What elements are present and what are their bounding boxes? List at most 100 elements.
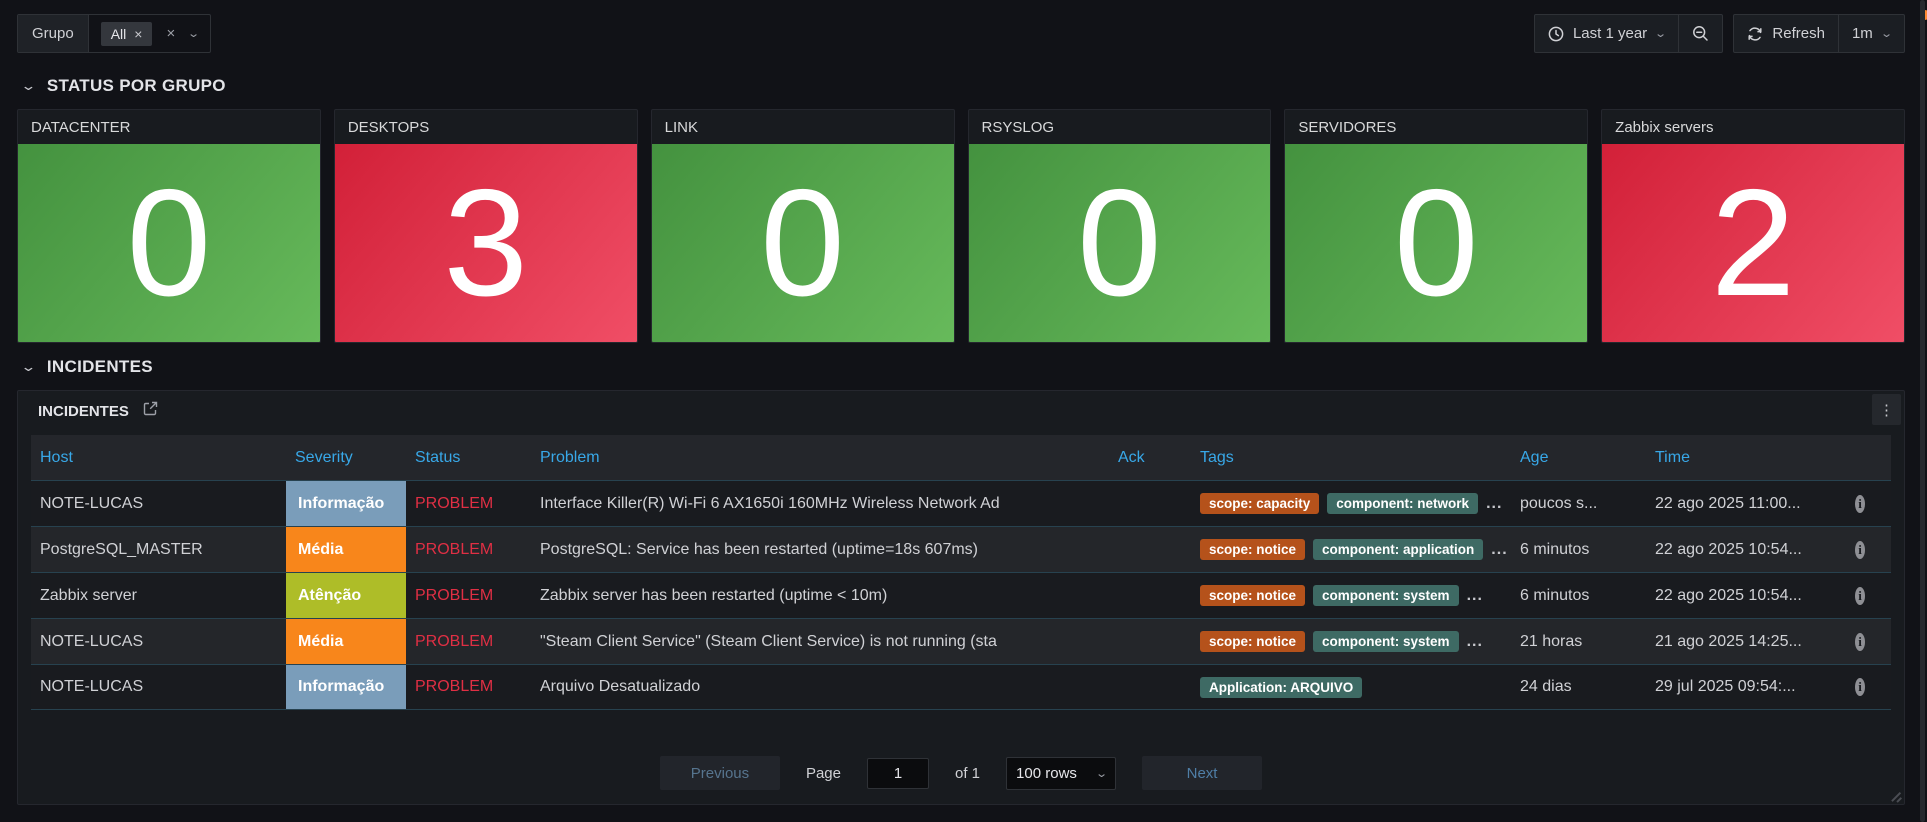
filter-chip-all[interactable]: All × — [100, 21, 153, 46]
col-header-host[interactable]: Host — [40, 448, 73, 466]
table-row[interactable]: PostgreSQL_MASTER Média PROBLEM PostgreS… — [31, 526, 1891, 572]
tag-chip[interactable]: scope: notice — [1200, 539, 1306, 560]
refresh-interval-button[interactable]: 1m ⌄ — [1837, 15, 1904, 52]
time-cell: 22 ago 2025 10:54... — [1655, 586, 1802, 604]
external-link-icon[interactable] — [142, 400, 159, 422]
stat-value: 0 — [1393, 158, 1479, 328]
chip-remove-icon[interactable]: × — [134, 25, 143, 42]
panel-menu-icon[interactable]: ⋮ — [1872, 394, 1901, 425]
stat-value: 0 — [1077, 158, 1162, 328]
status-cell: PROBLEM — [415, 632, 494, 650]
stat-body: 0 — [968, 144, 1271, 342]
row-status-por-grupo[interactable]: ⌄ STATUS POR GRUPO — [20, 76, 1905, 96]
panel-title[interactable]: INCIDENTES — [38, 402, 129, 420]
tags-overflow: ... — [1466, 586, 1483, 604]
panel-title[interactable]: RSYSLOG — [981, 118, 1055, 136]
time-range-button[interactable]: Last 1 year ⌄ — [1535, 15, 1678, 52]
col-header-severity[interactable]: Severity — [295, 448, 353, 466]
stat-panel-link[interactable]: LINK 0 — [650, 109, 955, 343]
col-header-actions — [1846, 435, 1891, 480]
info-icon[interactable]: i — [1855, 586, 1865, 605]
info-icon[interactable]: i — [1855, 494, 1865, 513]
time-range-label: Last 1 year — [1572, 25, 1648, 42]
zoom-out-button[interactable] — [1678, 15, 1722, 52]
status-cell: PROBLEM — [415, 586, 494, 604]
table-row[interactable]: NOTE-LUCAS Informação PROBLEM Arquivo De… — [31, 664, 1891, 710]
col-header-ack[interactable]: Ack — [1118, 448, 1145, 466]
group-filter-value[interactable]: All × × ⌄ — [89, 15, 211, 52]
col-header-status[interactable]: Status — [415, 448, 461, 466]
tag-chip[interactable]: component: system — [1313, 631, 1459, 652]
panel-title[interactable]: SERVIDORES — [1298, 118, 1397, 136]
stat-panel-datacenter[interactable]: DATACENTER 0 — [17, 109, 321, 343]
stat-panel-desktops[interactable]: DESKTOPS 3 — [333, 109, 638, 343]
filter-chip-label: All — [110, 25, 127, 42]
panel-title[interactable]: Zabbix servers — [1615, 118, 1714, 136]
refresh-button[interactable]: Refresh — [1734, 15, 1838, 52]
next-page-button[interactable]: Next — [1142, 756, 1263, 790]
panel-title[interactable]: DATACENTER — [31, 118, 131, 136]
incidents-table: Host Severity Status Problem Ack Tags Ag… — [31, 435, 1891, 710]
section-title: STATUS POR GRUPO — [46, 76, 226, 95]
table-row[interactable]: Zabbix server Atênção PROBLEM Zabbix ser… — [31, 572, 1891, 618]
info-icon[interactable]: i — [1855, 678, 1865, 696]
rows-per-page-select[interactable]: 100 rows ⌄ — [1006, 756, 1117, 790]
refresh-interval-label: 1m — [1851, 25, 1873, 42]
tag-chip[interactable]: Application: ARQUIVO — [1200, 676, 1363, 698]
host-cell: NOTE-LUCAS — [40, 494, 144, 512]
tags-cell: scope: notice component: system ... — [1191, 619, 1511, 664]
chevron-down-icon: ⌄ — [20, 78, 37, 93]
refresh-label: Refresh — [1772, 25, 1825, 42]
severity-badge: Média — [286, 527, 406, 572]
severity-badge: Média — [286, 619, 406, 664]
stat-panel-rsyslog[interactable]: RSYSLOG 0 — [967, 109, 1272, 343]
severity-badge: Atênção — [286, 573, 406, 618]
ack-cell — [1109, 573, 1191, 618]
col-header-problem[interactable]: Problem — [540, 448, 600, 466]
tag-chip[interactable]: component: system — [1313, 585, 1459, 606]
incidents-panel-header[interactable]: INCIDENTES — [18, 391, 1904, 431]
row-incidentes[interactable]: ⌄ INCIDENTES — [20, 357, 1905, 377]
rows-per-page-value: 100 rows — [1016, 764, 1077, 782]
scrollbar[interactable] — [1920, 0, 1925, 822]
table-row[interactable]: NOTE-LUCAS Média PROBLEM "Steam Client S… — [31, 618, 1891, 664]
tags-cell: scope: notice component: application ... — [1191, 527, 1511, 572]
info-icon[interactable]: i — [1855, 540, 1865, 559]
tag-chip[interactable]: scope: notice — [1200, 585, 1306, 606]
age-cell: 21 horas — [1520, 632, 1583, 650]
stat-value: 0 — [760, 158, 845, 328]
table-row[interactable]: NOTE-LUCAS Informação PROBLEM Interface … — [31, 480, 1891, 526]
time-cell: 21 ago 2025 14:25... — [1655, 632, 1802, 650]
stat-body: 0 — [651, 144, 954, 342]
chevron-down-icon: ⌄ — [1094, 767, 1108, 780]
tag-chip[interactable]: scope: notice — [1200, 631, 1306, 652]
status-cell: PROBLEM — [415, 494, 494, 512]
tags-cell: scope: capacity component: network ... — [1191, 481, 1511, 526]
panel-resize-handle[interactable] — [1889, 789, 1902, 802]
stat-value: 2 — [1710, 158, 1796, 328]
col-header-tags[interactable]: Tags — [1200, 448, 1234, 466]
stat-panel-zabbix-servers[interactable]: Zabbix servers 2 — [1601, 109, 1905, 343]
page-label: Page — [805, 764, 841, 782]
col-header-age[interactable]: Age — [1520, 448, 1549, 466]
previous-page-button[interactable]: Previous — [659, 756, 780, 790]
group-filter[interactable]: Grupo All × × ⌄ — [17, 14, 212, 53]
panel-title[interactable]: LINK — [664, 118, 699, 136]
chevron-down-icon[interactable]: ⌄ — [187, 28, 201, 40]
tag-chip[interactable]: component: application — [1313, 539, 1484, 560]
page-number-input[interactable] — [867, 757, 929, 789]
problem-cell: Interface Killer(R) Wi-Fi 6 AX1650i 160M… — [540, 494, 1000, 512]
tag-chip[interactable]: component: network — [1327, 493, 1479, 514]
stat-body: 0 — [18, 144, 320, 342]
tag-chip[interactable]: scope: capacity — [1200, 493, 1320, 514]
stat-panel-servidores[interactable]: SERVIDORES 0 — [1284, 109, 1589, 343]
time-cell: 29 jul 2025 09:54:... — [1655, 678, 1796, 695]
clear-filter-icon[interactable]: × — [166, 25, 176, 42]
info-icon[interactable]: i — [1855, 632, 1865, 651]
panel-title[interactable]: DESKTOPS — [347, 118, 430, 136]
incidents-panel: INCIDENTES ⋮ Host Severity Status Proble… — [17, 390, 1905, 805]
col-header-time[interactable]: Time — [1655, 448, 1690, 466]
refresh-icon — [1747, 26, 1763, 42]
status-cell: PROBLEM — [415, 540, 494, 558]
